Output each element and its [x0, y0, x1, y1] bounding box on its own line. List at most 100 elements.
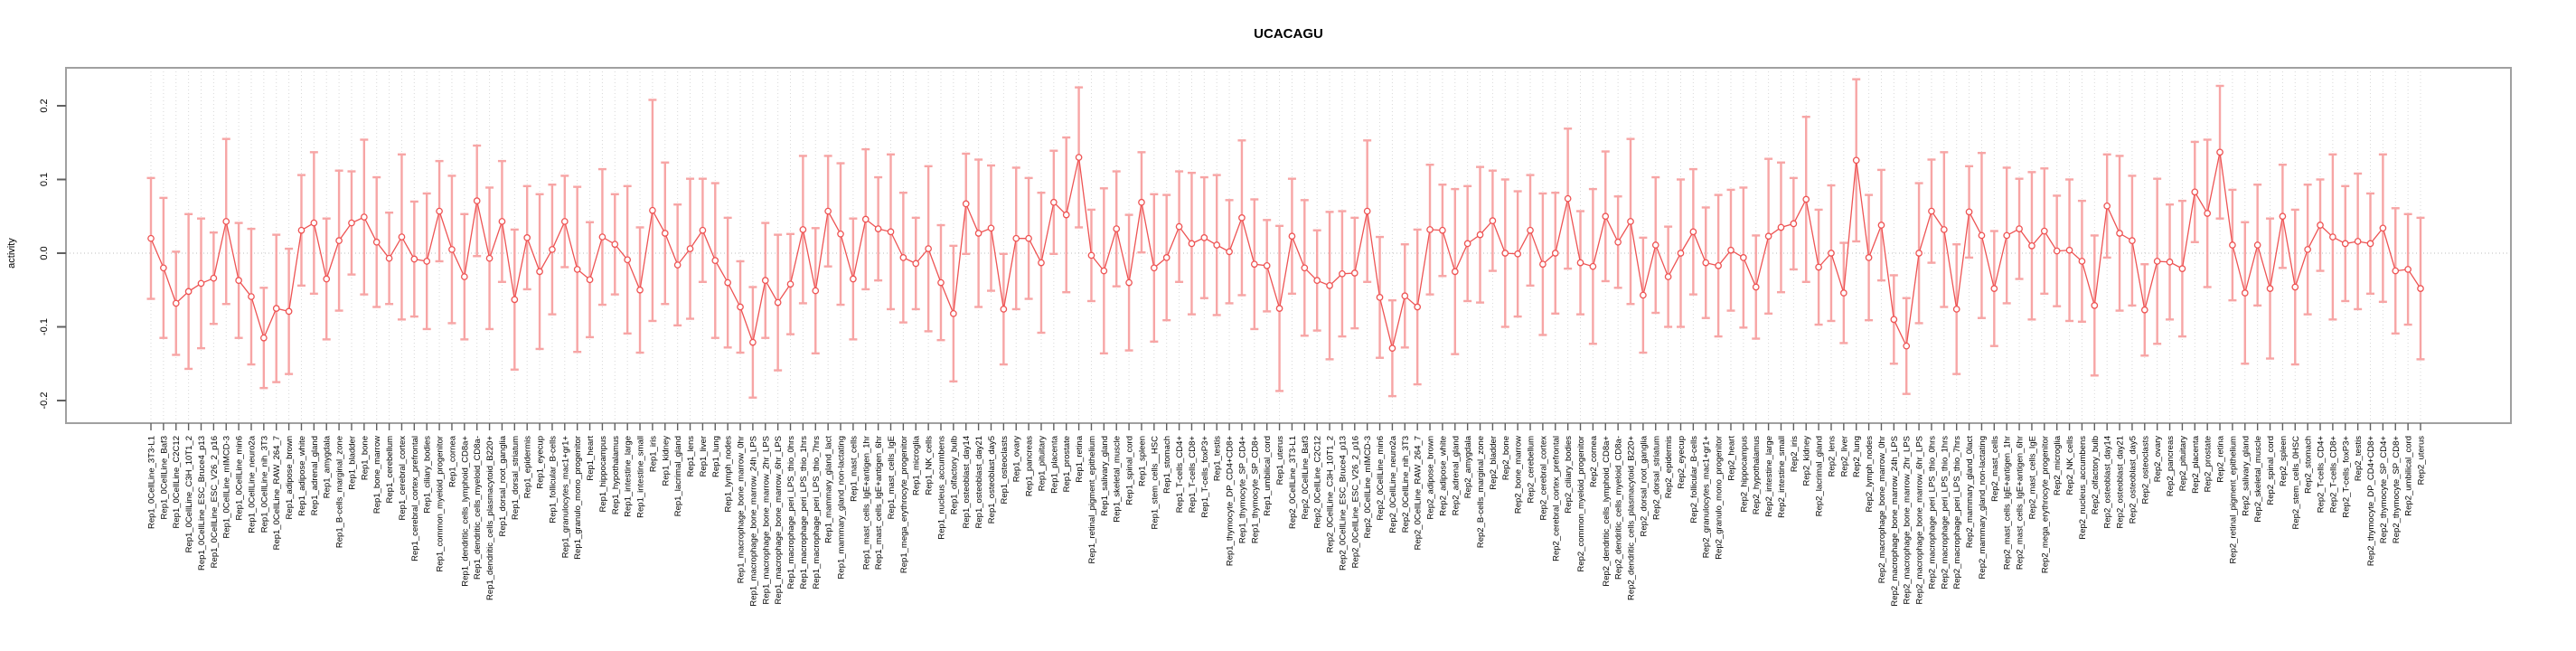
- x-tick-label: Rep2_testis: [2354, 436, 2364, 481]
- x-tick-label: Rep2_0CellLine_Baf3: [1301, 436, 1311, 519]
- data-point: [197, 279, 205, 288]
- x-tick-label: Rep2_mast_cells_IgE+antigen_6hr: [2016, 436, 2026, 570]
- data-point: [974, 230, 982, 237]
- x-tick-label: Rep2_placenta: [2191, 435, 2201, 494]
- x-tick-label: Rep1_mammary_gland_non-lactating: [837, 436, 847, 579]
- x-tick-label: Rep1_mast_cells: [849, 436, 859, 502]
- data-point: [410, 255, 418, 263]
- data-point: [210, 274, 218, 282]
- x-tick-label: Rep1_thymocyte_DP_CD4+CD8+: [1226, 436, 1236, 567]
- x-tick-label: Rep1_mast_cells_IgE+antigen_6hr: [874, 436, 884, 570]
- x-tick-label: Rep1_cornea: [447, 435, 457, 487]
- data-point: [2354, 238, 2362, 245]
- data-point: [1200, 234, 1208, 241]
- x-tick-label: Rep1_adipose_white: [297, 436, 307, 516]
- x-tick-label: Rep2_NK_cells: [2065, 436, 2075, 495]
- x-tick-label: Rep1_epidermis: [523, 436, 533, 498]
- x-tick-label: Rep1_0CellLine_nih_3T3: [259, 436, 269, 533]
- data-point: [235, 277, 242, 285]
- data-point: [1463, 240, 1471, 248]
- x-tick-label: Rep2_0CellLine_mIMCD-3: [1363, 436, 1373, 539]
- data-point: [1940, 226, 1948, 233]
- x-tick-label: Rep1_0CellLine_min6: [235, 436, 245, 520]
- data-point: [260, 334, 268, 342]
- data-point: [1990, 285, 1998, 292]
- x-tick-label: Rep2_macrophage_bone_marrow_6hr_LPS: [1915, 436, 1925, 604]
- data-point: [661, 230, 669, 237]
- x-tick-label: Rep2_pancreas: [2166, 436, 2176, 496]
- data-point: [536, 268, 543, 276]
- data-point: [2028, 241, 2035, 250]
- data-point: [1476, 231, 1484, 239]
- x-tick-label: Rep2_stem_cells_0HSC: [2291, 436, 2301, 530]
- x-tick-label: Rep1_0CellLine_neuro2a: [247, 435, 257, 533]
- x-tick-label: Rep2_granulo_mono_progenitor: [1715, 436, 1725, 560]
- x-tick-label: Rep2_bone: [1501, 436, 1511, 480]
- x-tick-label: Rep2_macrophage_bone_marrow_2hr_LPS: [1903, 436, 1913, 604]
- data-point: [899, 254, 907, 261]
- data-point: [912, 259, 920, 268]
- data-point: [1576, 259, 1584, 267]
- data-point: [1326, 282, 1333, 289]
- x-tick-label: Rep1_B-cells_marginal_zone: [335, 436, 345, 548]
- y-tick-label: -0.2: [39, 392, 50, 410]
- x-tick-label: Rep1_microglia: [912, 435, 922, 495]
- x-tick-label: Rep1_adipose_brown: [285, 436, 295, 519]
- x-tick-label: Rep2_macrophage_bone_marrow_0hr: [1877, 436, 1887, 583]
- data-point: [1602, 212, 1610, 221]
- x-tick-label: Rep1_lung: [711, 436, 721, 477]
- x-tick-label: Rep1_follicular_B-cells: [548, 436, 558, 524]
- data-point: [1012, 234, 1020, 242]
- data-point: [1150, 264, 1158, 272]
- data-point: [248, 293, 255, 300]
- x-tick-label: Rep2_mega_erythrocyte_progenitor: [2040, 436, 2050, 573]
- data-point: [473, 197, 481, 204]
- data-point: [2241, 289, 2249, 297]
- data-point: [699, 226, 707, 234]
- data-point: [749, 338, 757, 346]
- data-point: [786, 280, 794, 288]
- x-tick-label: Rep2_macrophage_peri_LPS_thio_0hrs: [1927, 436, 1937, 590]
- x-tick-label: Rep2_umbilical_cord: [2404, 436, 2414, 516]
- x-tick-label: Rep2_iris: [1790, 436, 1800, 472]
- x-tick-label: Rep1_macrophage_peri_LPS_thio_1hrs: [799, 436, 809, 590]
- data-point: [2279, 212, 2287, 221]
- x-tick-label: Rep1_skeletal_muscle: [1113, 436, 1123, 523]
- x-tick-label: Rep2_hippocampus: [1739, 436, 1749, 513]
- x-tick-label: Rep2_prostate: [2204, 436, 2214, 492]
- data-point: [2392, 267, 2400, 275]
- x-tick-label: Rep1_uterus: [1275, 436, 1285, 486]
- data-point: [1677, 250, 1685, 257]
- data-point: [2317, 222, 2324, 229]
- data-point: [1890, 316, 1898, 324]
- data-point: [1250, 260, 1258, 269]
- data-point: [1551, 250, 1559, 257]
- data-point: [436, 207, 443, 215]
- data-point: [1426, 226, 1434, 233]
- x-tick-label: Rep2_0CellLine_C3H_10T1_2: [1326, 436, 1336, 552]
- x-tick-label: Rep1_T-cells_foxP3+: [1200, 436, 1210, 518]
- x-tick-label: Rep2_osteoclasts: [2140, 436, 2150, 505]
- data-point: [1802, 195, 1810, 203]
- data-point: [1075, 154, 1083, 161]
- x-tick-label: Rep2_macrophage_bone_marrow_24h_LPS: [1890, 436, 1900, 607]
- x-tick-label: Rep2_T-cells_CD4+: [2317, 436, 2327, 514]
- x-tick-label: Rep1_iris: [648, 436, 658, 472]
- x-tick-label: Rep2_0CellLine_neuro2a: [1388, 435, 1398, 533]
- data-point: [1451, 268, 1459, 276]
- data-point: [2266, 285, 2274, 292]
- x-tick-label: Rep2_intestine_small: [1777, 436, 1787, 518]
- data-point: [2016, 225, 2023, 232]
- x-tick-label: Rep2_mammary_gland_non-lactating: [1978, 436, 1988, 579]
- data-point: [1527, 226, 1534, 234]
- data-point: [1614, 238, 1622, 246]
- x-tick-label: Rep2_adrenal_gland: [1451, 436, 1461, 515]
- x-tick-label: Rep2_0CellLine_min6: [1376, 436, 1386, 520]
- data-point: [2065, 246, 2073, 254]
- data-point: [498, 218, 506, 225]
- x-tick-label: Rep1_cerebellum: [385, 436, 395, 504]
- x-tick-label: Rep2_B-cells_marginal_zone: [1476, 436, 1486, 548]
- x-tick-label: Rep1_dorsal_root_ganglia: [498, 435, 508, 536]
- x-tick-label: Rep2_lacrimal_gland: [1815, 436, 1825, 516]
